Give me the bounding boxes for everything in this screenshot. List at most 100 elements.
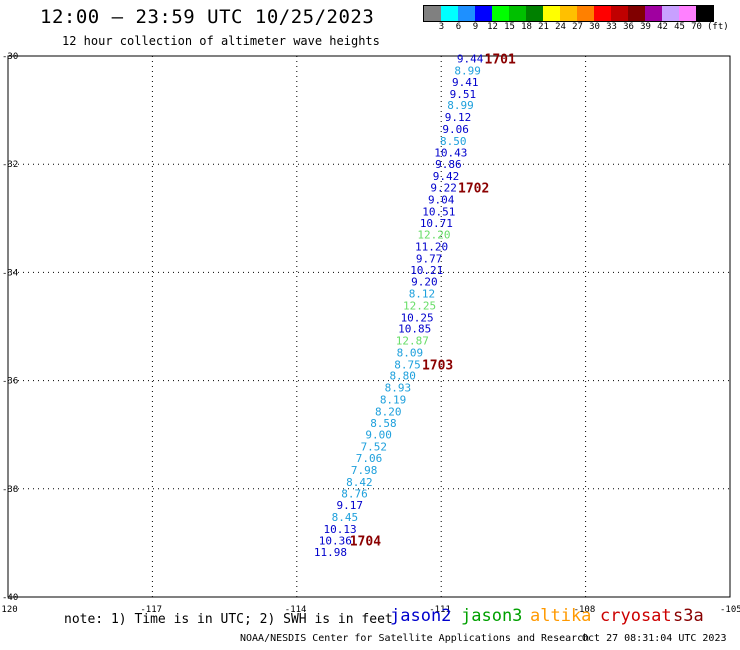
color-swatch — [560, 6, 577, 21]
legend-cryosat: cryosat — [600, 606, 672, 626]
wave-height-value: 12.25 — [403, 299, 436, 312]
wave-height-value: 10.85 — [398, 323, 431, 336]
wave-height-value: 10.36 — [319, 535, 352, 548]
color-swatch — [475, 6, 492, 21]
wave-height-value: 7.06 — [356, 452, 383, 465]
wave-height-value: 12.20 — [417, 229, 450, 242]
wave-height-value: 10.25 — [401, 311, 434, 324]
wave-height-value: 8.99 — [447, 99, 474, 112]
lon-tick-label: -111 — [429, 605, 451, 615]
wave-height-value: 8.93 — [385, 382, 412, 395]
legend-altika: altika — [530, 606, 592, 626]
color-scale-tick: 45 — [674, 22, 685, 32]
color-scale-tick: 21 — [538, 22, 549, 32]
color-swatch — [679, 6, 696, 21]
legend-jason2: jason2 — [390, 606, 452, 626]
footnote: note: 1) Time is in UTC; 2) SWH is in fe… — [64, 612, 393, 627]
wave-height-value: 11.20 — [415, 240, 448, 253]
wave-height-value: 8.19 — [380, 394, 407, 407]
legend-s3a: s3a — [673, 606, 704, 626]
wave-height-value: 8.45 — [332, 511, 359, 524]
color-scale-tick: 18 — [521, 22, 532, 32]
wave-height-value: 8.42 — [346, 476, 373, 489]
legend-jason3: jason3 — [461, 606, 523, 626]
lat-tick-label: -38 — [2, 485, 18, 495]
lon-tick-label: -108 — [574, 605, 596, 615]
wave-height-value: 9.51 — [450, 88, 477, 101]
wave-height-value: 9.42 — [433, 170, 460, 183]
color-swatch — [424, 6, 441, 21]
wave-height-value: 9.77 — [416, 252, 443, 265]
wave-height-value: 9.04 — [428, 193, 455, 206]
color-scale-unit: (ft) — [707, 22, 729, 32]
time-label: 1701 — [485, 53, 516, 68]
wave-height-value: 9.12 — [445, 111, 472, 124]
color-swatch — [594, 6, 611, 21]
wave-height-value: 9.44 — [457, 53, 484, 66]
wave-height-value: 9.41 — [452, 76, 479, 89]
color-swatch — [696, 6, 713, 21]
color-scale-tick: 70 — [691, 22, 702, 32]
page-title: 12:00 – 23:59 UTC 10/25/2023 — [40, 6, 375, 28]
wave-height-value: 8.50 — [440, 135, 467, 148]
color-swatch — [577, 6, 594, 21]
lat-tick-label: -34 — [2, 268, 18, 278]
lon-tick-label: -105 — [720, 605, 740, 615]
page-subtitle: 12 hour collection of altimeter wave hei… — [62, 34, 380, 48]
wave-height-value: 8.20 — [375, 405, 402, 418]
wave-height-value: 12.87 — [396, 335, 429, 348]
time-label: 1704 — [350, 535, 381, 550]
color-swatch — [492, 6, 509, 21]
color-scale-tick: 30 — [589, 22, 600, 32]
color-scale-tick: 9 — [472, 22, 479, 32]
lat-tick-label: -36 — [2, 377, 18, 387]
color-swatch — [441, 6, 458, 21]
wave-height-value: 8.76 — [341, 488, 368, 501]
lon-tick-label: -114 — [285, 605, 307, 615]
wave-height-value: 7.52 — [361, 441, 388, 454]
map-frame — [7, 55, 731, 598]
wave-height-value: 11.98 — [314, 546, 347, 559]
wave-height-value: 10.51 — [422, 205, 455, 218]
time-label: 1702 — [458, 181, 489, 196]
timestamp-text: Oct 27 08:31:04 UTC 2023 — [582, 633, 727, 644]
wave-height-value: 9.22 — [430, 181, 457, 194]
color-scale-tick: 42 — [657, 22, 668, 32]
wave-height-value: 8.09 — [397, 346, 424, 359]
lat-tick-label: -40 — [2, 593, 18, 603]
time-label: 1703 — [422, 358, 453, 373]
lon-tick-label: -120 — [0, 605, 18, 615]
color-scale-tick: 12 — [487, 22, 498, 32]
lon-tick-label: -117 — [140, 605, 162, 615]
color-scale-tick: 39 — [640, 22, 651, 32]
color-scale-tick: 24 — [555, 22, 566, 32]
color-scale-tick: 3 — [438, 22, 445, 32]
wave-height-value: 7.98 — [351, 464, 378, 477]
color-scale-tick: 33 — [606, 22, 617, 32]
color-scale-tick: 6 — [455, 22, 462, 32]
color-swatch — [662, 6, 679, 21]
color-scale-tick: 36 — [623, 22, 634, 32]
wave-height-value: 9.86 — [435, 158, 462, 171]
wave-height-value: 9.20 — [411, 276, 438, 289]
color-swatch — [628, 6, 645, 21]
wave-height-value: 8.58 — [370, 417, 397, 430]
wave-height-value: 10.21 — [410, 264, 443, 277]
wave-height-value: 10.13 — [324, 523, 357, 536]
color-swatch — [458, 6, 475, 21]
color-scale-tick: 15 — [504, 22, 515, 32]
wave-height-value: 8.75 — [394, 358, 421, 371]
wave-height-value: 8.12 — [409, 287, 436, 300]
credit-text: NOAA/NESDIS Center for Satellite Applica… — [240, 633, 590, 644]
color-swatch — [509, 6, 526, 21]
wave-height-value: 9.00 — [365, 429, 392, 442]
color-swatch — [543, 6, 560, 21]
wave-height-value: 8.80 — [389, 370, 416, 383]
wave-height-value: 9.17 — [336, 499, 363, 512]
color-scale-tick: 27 — [572, 22, 583, 32]
wave-height-value: 9.06 — [442, 123, 469, 136]
lat-tick-label: -30 — [2, 52, 18, 62]
wave-height-value: 8.99 — [454, 65, 481, 78]
